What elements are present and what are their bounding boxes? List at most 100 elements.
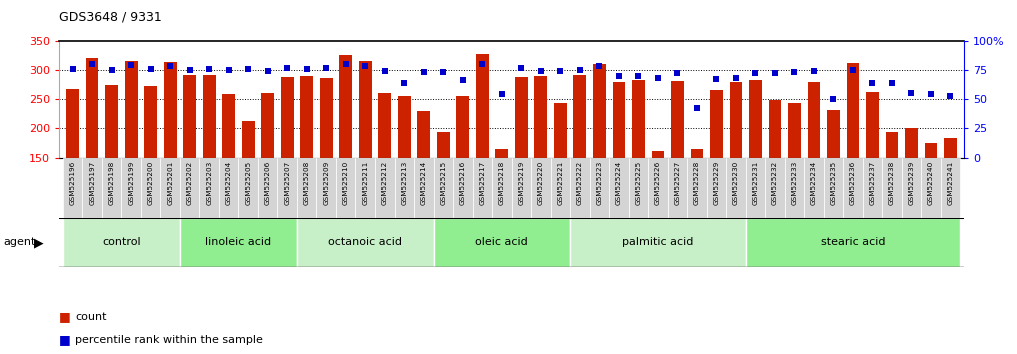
- Bar: [336, 158, 356, 218]
- Bar: [202, 75, 216, 158]
- Point: [397, 80, 413, 86]
- Point: [922, 92, 939, 97]
- Bar: [375, 158, 395, 218]
- Bar: [457, 96, 469, 158]
- Point: [591, 64, 607, 69]
- Bar: [550, 158, 571, 218]
- Bar: [141, 158, 161, 218]
- Text: GSM525228: GSM525228: [694, 161, 700, 205]
- Point: [104, 67, 120, 73]
- Bar: [63, 218, 180, 267]
- Point: [708, 76, 724, 82]
- Text: GSM525230: GSM525230: [733, 161, 739, 205]
- Point: [64, 66, 80, 72]
- Bar: [316, 158, 336, 218]
- Text: GSM525227: GSM525227: [674, 161, 680, 205]
- Text: ■: ■: [59, 310, 71, 323]
- Bar: [632, 80, 645, 158]
- Point: [240, 66, 256, 72]
- Bar: [515, 77, 528, 158]
- Text: GSM525217: GSM525217: [479, 161, 485, 205]
- Bar: [612, 81, 625, 158]
- Bar: [671, 81, 683, 158]
- Text: GSM525222: GSM525222: [577, 161, 583, 205]
- Bar: [258, 158, 278, 218]
- Text: GSM525238: GSM525238: [889, 161, 895, 205]
- Text: GSM525198: GSM525198: [109, 161, 115, 205]
- Point: [474, 61, 490, 67]
- Bar: [82, 158, 102, 218]
- Bar: [648, 158, 667, 218]
- Text: GSM525239: GSM525239: [908, 161, 914, 205]
- Bar: [495, 149, 508, 158]
- Bar: [161, 158, 180, 218]
- Bar: [726, 158, 745, 218]
- Bar: [297, 158, 316, 218]
- Text: percentile rank within the sample: percentile rank within the sample: [75, 335, 263, 345]
- Bar: [710, 90, 723, 158]
- Text: GSM525203: GSM525203: [206, 161, 213, 205]
- Point: [299, 66, 315, 72]
- Text: GSM525205: GSM525205: [245, 161, 251, 205]
- Text: GSM525241: GSM525241: [948, 161, 954, 205]
- Point: [747, 70, 764, 76]
- Bar: [199, 158, 219, 218]
- Bar: [804, 158, 824, 218]
- Text: GSM525209: GSM525209: [323, 161, 330, 205]
- Text: GSM525215: GSM525215: [440, 161, 446, 205]
- Text: GSM525237: GSM525237: [870, 161, 876, 205]
- Text: GSM525202: GSM525202: [187, 161, 192, 205]
- Text: GSM525199: GSM525199: [128, 161, 134, 205]
- Bar: [609, 158, 629, 218]
- Point: [201, 66, 218, 72]
- Point: [845, 67, 861, 73]
- Bar: [866, 92, 879, 158]
- Bar: [807, 81, 821, 158]
- Point: [864, 80, 881, 86]
- Text: GSM525197: GSM525197: [89, 161, 96, 205]
- Point: [903, 90, 919, 96]
- Bar: [846, 63, 859, 158]
- Bar: [398, 96, 411, 158]
- Point: [650, 75, 666, 81]
- Point: [259, 68, 276, 74]
- Point: [221, 67, 237, 73]
- Point: [338, 61, 354, 67]
- Bar: [340, 55, 352, 158]
- Bar: [180, 158, 199, 218]
- Point: [357, 64, 373, 69]
- Bar: [433, 158, 453, 218]
- Bar: [278, 158, 297, 218]
- Bar: [359, 61, 371, 158]
- Text: GSM525196: GSM525196: [69, 161, 75, 205]
- Point: [552, 68, 569, 74]
- Text: GSM525214: GSM525214: [421, 161, 427, 205]
- Bar: [824, 158, 843, 218]
- Bar: [531, 158, 550, 218]
- Point: [805, 68, 822, 74]
- Bar: [125, 61, 137, 158]
- Bar: [180, 218, 297, 267]
- Bar: [902, 158, 921, 218]
- Text: GSM525213: GSM525213: [402, 161, 407, 205]
- Bar: [862, 158, 882, 218]
- Text: GSM525231: GSM525231: [753, 161, 759, 205]
- Bar: [629, 158, 648, 218]
- Bar: [941, 158, 960, 218]
- Point: [514, 65, 530, 70]
- Text: GSM525236: GSM525236: [850, 161, 856, 205]
- Point: [631, 73, 647, 79]
- Bar: [414, 158, 433, 218]
- Text: stearic acid: stearic acid: [821, 238, 885, 247]
- Bar: [437, 132, 450, 158]
- Bar: [320, 78, 333, 158]
- Bar: [729, 81, 742, 158]
- Bar: [183, 75, 196, 158]
- Text: GSM525235: GSM525235: [831, 161, 836, 205]
- Bar: [281, 77, 294, 158]
- Text: octanoic acid: octanoic acid: [328, 238, 403, 247]
- Bar: [219, 158, 238, 218]
- Bar: [788, 103, 800, 158]
- Bar: [261, 93, 274, 158]
- Text: ▶: ▶: [34, 236, 43, 249]
